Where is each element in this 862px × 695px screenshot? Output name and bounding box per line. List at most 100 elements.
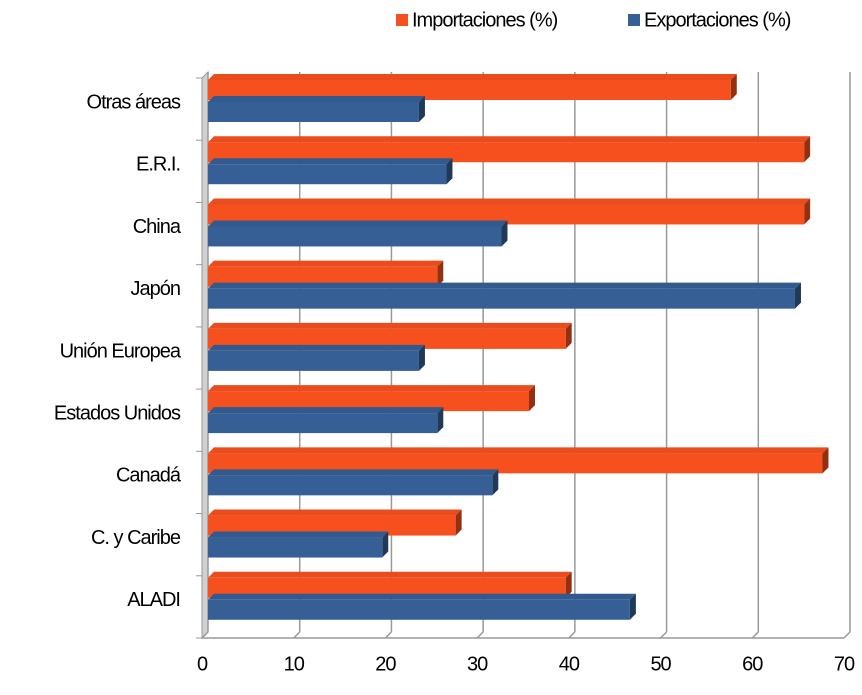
y-tick-label: Otras áreas: [87, 91, 181, 113]
bar: [208, 282, 801, 309]
bar-face: [208, 328, 566, 349]
y-tick-label: ALADI: [127, 589, 180, 611]
bar-face: [208, 204, 805, 225]
bar-face: [208, 344, 425, 351]
y-tick-label: Japón: [131, 278, 181, 300]
x-tick-label: 60: [742, 653, 763, 675]
bar-face: [446, 158, 453, 185]
x-tick-label: 40: [559, 653, 580, 675]
bar-face: [208, 220, 508, 227]
bar: [208, 220, 508, 247]
x-tick-mark: [201, 631, 209, 639]
x-tick-mark: [751, 631, 759, 639]
x-tick-mark: [293, 631, 301, 639]
bar-face: [208, 391, 529, 412]
bar: [208, 198, 811, 225]
bar-face: [208, 80, 731, 100]
bar-face: [629, 593, 636, 620]
bar: [208, 447, 829, 474]
bar: [208, 260, 444, 287]
bar-face: [529, 385, 535, 412]
wall: [201, 70, 209, 640]
bar: [208, 344, 425, 371]
x-tick-label: 10: [284, 653, 305, 675]
bar-face: [208, 322, 572, 329]
bar-face: [208, 413, 438, 434]
bar-face: [208, 136, 811, 143]
bar-face: [208, 385, 535, 392]
bar-face: [208, 515, 456, 536]
bar-face: [437, 260, 444, 287]
bar: [208, 74, 737, 100]
bar-face: [208, 266, 438, 287]
bar-face: [437, 407, 444, 434]
y-tick-label: C. y Caribe: [91, 527, 181, 549]
bar-face: [208, 282, 801, 289]
bar-face: [208, 537, 383, 558]
bar-face: [208, 469, 499, 476]
x-tick-label: 0: [197, 653, 208, 675]
bar-face: [208, 447, 829, 454]
bar-face: [208, 142, 805, 163]
y-tick-label: Estados Unidos: [54, 403, 181, 425]
y-tick-label: Canadá: [116, 465, 182, 487]
bar: [208, 531, 389, 558]
bar: [208, 509, 462, 536]
bar-face: [208, 571, 572, 578]
bar: [208, 571, 572, 598]
bar-face: [492, 469, 499, 496]
bar-face: [208, 260, 444, 267]
bar-face: [208, 96, 425, 102]
bar-face: [565, 322, 572, 349]
bar-face: [208, 198, 811, 205]
y-tick-label: Unión Europea: [60, 340, 182, 362]
legend-swatch: [628, 14, 640, 26]
x-tick-mark: [568, 631, 576, 639]
legend-label: Exportaciones (%): [644, 9, 791, 31]
bar-face: [208, 74, 737, 80]
bar-face: [418, 344, 425, 371]
bar-face: [804, 198, 811, 225]
x-tick-label: 20: [375, 653, 396, 675]
bar-face: [822, 447, 829, 474]
x-tick-label: 50: [650, 653, 671, 675]
bar-face: [208, 453, 823, 474]
bar-face: [208, 593, 636, 600]
bar-face: [794, 282, 801, 309]
bar: [208, 469, 499, 496]
bar-face: [208, 599, 630, 620]
bar-face: [208, 102, 419, 122]
bar-face: [455, 509, 462, 536]
bar-face: [565, 571, 572, 598]
legend-label: Importaciones (%): [412, 9, 558, 31]
bar-face: [208, 164, 447, 185]
x-tick-mark: [384, 631, 392, 639]
bar: [208, 593, 636, 620]
x-tick-label: 30: [467, 653, 488, 675]
bar-face: [501, 220, 508, 247]
bar: [208, 385, 535, 412]
bar: [208, 322, 572, 349]
bar-face: [208, 475, 493, 496]
bar-face: [208, 226, 502, 247]
bar-face: [208, 577, 566, 598]
x-tick-mark: [660, 631, 668, 639]
legend-swatch: [396, 14, 408, 26]
bar: [208, 158, 453, 185]
y-tick-label: China: [133, 216, 182, 238]
bar-face: [418, 96, 425, 122]
bar: [208, 136, 811, 163]
x-tick-label: 70: [834, 653, 855, 675]
bar-face: [804, 136, 811, 163]
x-tick-mark: [476, 631, 484, 639]
bar-face: [208, 407, 444, 414]
bar-face: [382, 531, 389, 558]
bar: [208, 96, 425, 122]
bar-face: [208, 531, 389, 538]
y-tick-label: E.R.I.: [136, 154, 180, 176]
bar-face: [208, 288, 795, 309]
bar-face: [208, 509, 462, 516]
x-tick-mark: [843, 631, 851, 639]
bar-face: [208, 350, 419, 371]
